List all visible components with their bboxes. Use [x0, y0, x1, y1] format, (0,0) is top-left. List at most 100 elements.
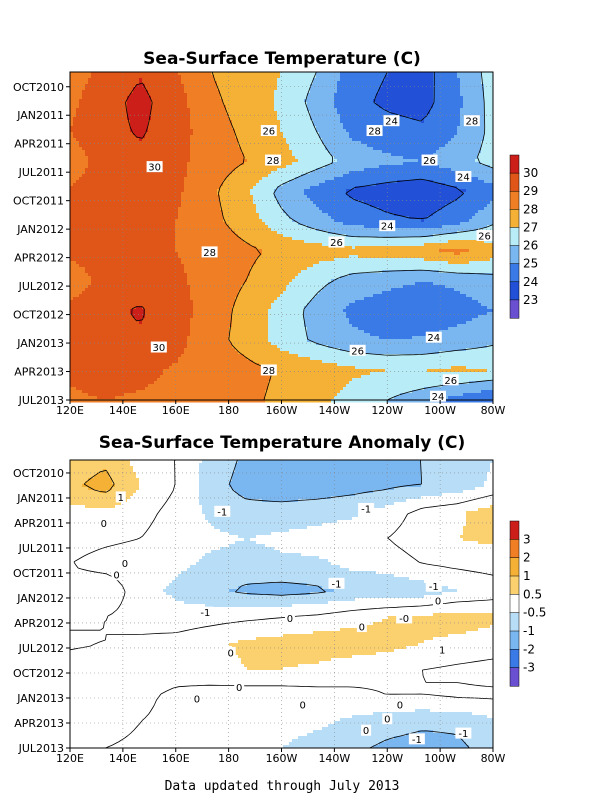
- field-cell: [394, 84, 398, 88]
- field-cell: [112, 168, 116, 172]
- field-cell: [220, 126, 224, 130]
- field-cell: [430, 108, 434, 112]
- field-cell: [460, 99, 464, 103]
- field-cell: [274, 72, 278, 76]
- field-cell: [442, 171, 446, 175]
- field-cell: [178, 129, 182, 133]
- field-cell: [151, 144, 155, 148]
- field-cell: [364, 87, 368, 91]
- field-cell: [346, 141, 350, 145]
- field-cell: [280, 105, 284, 109]
- field-cell: [256, 165, 260, 169]
- field-cell: [259, 117, 263, 121]
- field-cell: [187, 96, 191, 100]
- field-cell: [235, 96, 239, 100]
- field-cell: [169, 177, 173, 181]
- field-cell: [331, 162, 335, 166]
- field-cell: [130, 156, 134, 160]
- field-cell: [112, 72, 116, 76]
- field-cell: [184, 90, 188, 94]
- field-cell: [127, 162, 131, 166]
- field-cell: [130, 81, 134, 85]
- field-cell: [151, 135, 155, 139]
- field-cell: [154, 90, 158, 94]
- field-cell: [475, 150, 479, 154]
- field-cell: [280, 84, 284, 88]
- field-cell: [73, 147, 77, 151]
- field-cell: [79, 96, 83, 100]
- field-cell: [325, 171, 329, 175]
- field-cell: [202, 117, 206, 121]
- field-cell: [250, 156, 254, 160]
- field-cell: [160, 120, 164, 124]
- field-cell: [94, 150, 98, 154]
- field-cell: [343, 120, 347, 124]
- field-cell: [115, 141, 119, 145]
- field-cell: [271, 120, 275, 124]
- field-cell: [415, 78, 419, 82]
- field-cell: [190, 144, 194, 148]
- field-cell: [415, 87, 419, 91]
- field-cell: [373, 159, 377, 163]
- field-cell: [340, 90, 344, 94]
- field-cell: [247, 99, 251, 103]
- field-cell: [151, 174, 155, 178]
- field-cell: [487, 105, 491, 109]
- field-cell: [328, 174, 332, 178]
- field-cell: [202, 90, 206, 94]
- field-cell: [274, 135, 278, 139]
- field-cell: [193, 81, 197, 85]
- field-cell: [361, 75, 365, 79]
- field-cell: [118, 81, 122, 85]
- field-cell: [427, 171, 431, 175]
- field-cell: [421, 81, 425, 85]
- field-cell: [133, 87, 137, 91]
- field-cell: [148, 177, 152, 181]
- field-cell: [100, 99, 104, 103]
- field-cell: [202, 132, 206, 136]
- field-cell: [178, 171, 182, 175]
- field-cell: [349, 126, 353, 130]
- field-cell: [121, 78, 125, 82]
- field-cell: [334, 108, 338, 112]
- field-cell: [112, 177, 116, 181]
- field-cell: [325, 126, 329, 130]
- field-cell: [238, 108, 242, 112]
- field-cell: [343, 162, 347, 166]
- field-cell: [307, 132, 311, 136]
- field-cell: [70, 120, 74, 124]
- field-cell: [106, 150, 110, 154]
- field-cell: [298, 120, 302, 124]
- field-cell: [127, 177, 131, 181]
- field-cell: [151, 150, 155, 154]
- field-cell: [190, 135, 194, 139]
- field-cell: [436, 102, 440, 106]
- field-cell: [226, 162, 230, 166]
- field-cell: [319, 174, 323, 178]
- field-cell: [409, 174, 413, 178]
- field-cell: [157, 171, 161, 175]
- field-cell: [484, 165, 488, 169]
- field-cell: [271, 96, 275, 100]
- field-cell: [325, 174, 329, 178]
- field-cell: [355, 108, 359, 112]
- field-cell: [223, 165, 227, 169]
- field-cell: [127, 144, 131, 148]
- field-cell: [295, 90, 299, 94]
- field-cell: [208, 147, 212, 151]
- field-cell: [241, 126, 245, 130]
- field-cell: [385, 75, 389, 79]
- field-cell: [442, 144, 446, 148]
- field-cell: [445, 144, 449, 148]
- field-cell: [130, 135, 134, 139]
- field-cell: [190, 156, 194, 160]
- field-cell: [352, 126, 356, 130]
- field-cell: [460, 102, 464, 106]
- field-cell: [463, 81, 467, 85]
- field-cell: [457, 165, 461, 169]
- field-cell: [160, 78, 164, 82]
- field-cell: [274, 123, 278, 127]
- field-cell: [373, 174, 377, 178]
- field-cell: [385, 81, 389, 85]
- field-cell: [412, 135, 416, 139]
